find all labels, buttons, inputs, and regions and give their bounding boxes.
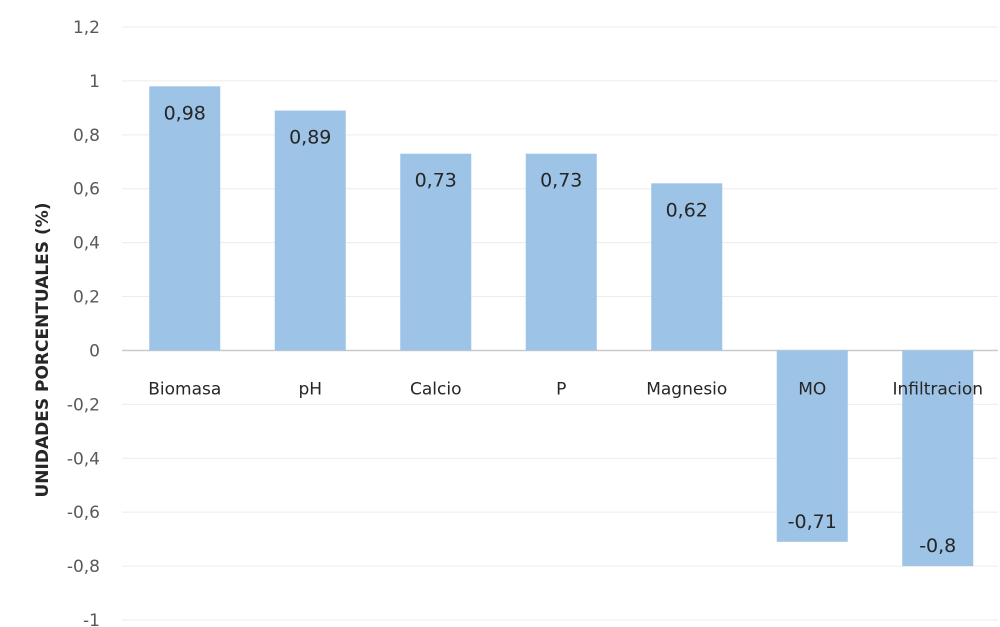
labels: 1,2 1 0,8 0,6 0,4 0,2 0 -0,2 -0,4 -0,6 -0,8 -1 0,98 B… xyxy=(67,18,983,627)
y-tick-label: -0,2 xyxy=(67,395,100,415)
y-axis-title: UNIDADES PORCENTUALES (%) xyxy=(33,202,53,497)
x-category-label: MO xyxy=(798,379,826,399)
y-tick-label: 0 xyxy=(89,341,100,361)
x-category-label: Calcio xyxy=(410,379,461,399)
y-tick-label: 1,2 xyxy=(73,18,100,38)
bar xyxy=(400,153,472,351)
data-label: 0,73 xyxy=(415,170,457,192)
x-category-label: Magnesio xyxy=(646,379,727,399)
y-tick-label: 0,6 xyxy=(73,180,100,200)
y-tick-label: 0,2 xyxy=(73,288,100,308)
bar xyxy=(149,86,221,351)
bar xyxy=(525,153,597,351)
bar xyxy=(651,183,723,351)
bars xyxy=(149,86,974,567)
y-tick-label: -0,6 xyxy=(67,503,100,523)
bar xyxy=(274,110,346,351)
y-tick-label: -0,8 xyxy=(67,557,100,577)
x-category-label: Infiltracion xyxy=(892,379,983,399)
bar xyxy=(776,350,848,542)
data-label: -0,71 xyxy=(788,511,837,533)
y-tick-label: -0,4 xyxy=(67,449,100,469)
data-label: -0,8 xyxy=(919,535,956,557)
x-category-label: pH xyxy=(298,379,322,399)
data-label: 0,62 xyxy=(666,199,708,221)
x-category-label: P xyxy=(556,379,566,399)
bar xyxy=(902,350,974,567)
y-tick-label: 0,8 xyxy=(73,126,100,146)
x-category-label: Biomasa xyxy=(148,379,221,399)
y-tick-label: 1 xyxy=(89,72,100,92)
data-label: 0,89 xyxy=(289,127,331,149)
y-tick-label: -1 xyxy=(83,611,100,627)
data-label: 0,73 xyxy=(540,170,582,192)
data-label: 0,98 xyxy=(164,102,206,124)
y-tick-label: 0,4 xyxy=(73,234,100,254)
